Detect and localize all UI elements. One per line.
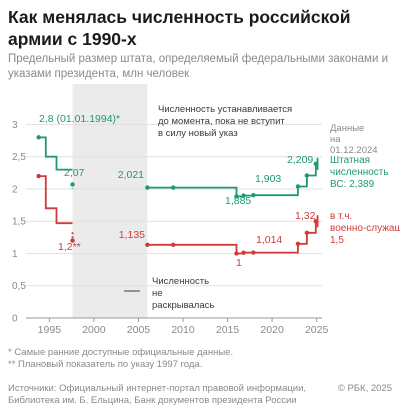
military-data-point: [251, 250, 256, 255]
staff-value-label: 1,885: [225, 195, 251, 207]
military-value-label: 1,2**: [58, 241, 81, 253]
military-value-label: 1,014: [256, 234, 282, 246]
military-legend-label: в т.ч.военно-служащих:1,5: [330, 211, 400, 246]
y-tick-label: 1: [12, 249, 18, 260]
military-data-point: [295, 241, 301, 247]
staff-data-point: [304, 173, 310, 178]
x-tick-label: 2025: [305, 324, 329, 336]
chart-title: Как менялась численность российской арми…: [8, 7, 351, 49]
x-tick-label: 1995: [38, 324, 62, 336]
staff-value-label: 2,021: [118, 169, 144, 181]
x-tick-label: 2010: [171, 324, 195, 336]
military-data-point: [234, 251, 239, 256]
sources-text: Источники: Официальный интернет-портал п…: [8, 383, 307, 406]
staff-data-point: [36, 135, 41, 140]
y-tick-label: 3: [12, 120, 18, 131]
undisclosed-note: Численность не раскрывалась: [152, 276, 214, 311]
staff-value-label: 2,209: [287, 154, 313, 166]
staff-value-label: 2,07: [64, 167, 85, 179]
undisclosed-period-band: [72, 84, 148, 318]
staff-data-point: [171, 185, 176, 190]
staff-line-recent: [147, 163, 318, 198]
military-value-label: 1,135: [119, 229, 145, 241]
military-line-recent: [147, 220, 318, 255]
staff-data-point: [70, 182, 75, 187]
military-data-point: [36, 173, 41, 179]
staff-value-label: 2,8 (01.01.1994)*: [39, 113, 120, 125]
y-tick-label: 0,5: [12, 281, 26, 292]
copyright-text: © РБК, 2025: [337, 383, 392, 394]
footnote-earliest-data: * Самые ранние доступные официальные дан…: [8, 347, 234, 358]
footnote-plan-1997: ** Плановый показатель по указу 1997 год…: [8, 359, 203, 370]
x-tick-label: 2000: [82, 324, 106, 336]
staff-data-point: [251, 193, 256, 198]
y-tick-label: 0: [12, 314, 18, 325]
military-value-label: 1: [236, 257, 242, 269]
military-value-label: 1,32: [295, 210, 316, 222]
x-tick-label: 2015: [216, 324, 240, 336]
military-data-point: [171, 242, 176, 247]
staff-data-point: [145, 185, 150, 190]
military-data-point: [304, 230, 310, 236]
military-line-early: [38, 175, 73, 225]
staff-data-point: [295, 184, 301, 189]
staff-legend-label: Штатная численность ВС: 2,389: [330, 155, 389, 190]
data-date-note: Данные на 01.12.2024: [330, 123, 378, 156]
x-tick-label: 2005: [127, 324, 151, 336]
military-data-point: [241, 250, 246, 255]
military-data-point: [70, 238, 75, 243]
staff-value-label: 1,903: [255, 173, 281, 185]
staff-line-early: [38, 136, 73, 171]
y-tick-label: 2,5: [12, 152, 26, 163]
staff-data-point: [234, 194, 239, 199]
staff-data-point: [241, 193, 246, 198]
y-tick-label: 1,5: [12, 217, 26, 228]
military-data-point: [145, 242, 150, 247]
chart-subtitle: Предельный размер штата, определяемый фе…: [8, 53, 388, 80]
x-tick-label: 2020: [260, 324, 284, 336]
y-tick-label: 2: [12, 184, 18, 195]
pending-decree-note: Численность устанавливается до момента, п…: [158, 104, 292, 139]
